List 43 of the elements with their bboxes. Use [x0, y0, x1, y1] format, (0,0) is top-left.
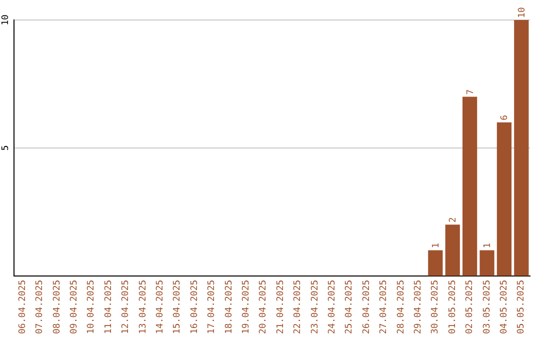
- x-tick-label: 28.04.2025: [396, 280, 406, 334]
- x-tick-label: 14.04.2025: [156, 280, 166, 334]
- x-tick-label: 01.05.2025: [448, 280, 458, 334]
- x-tick-label: 11.04.2025: [104, 280, 114, 334]
- data-label: 1: [483, 242, 493, 248]
- x-tick-label: 06.04.2025: [18, 280, 28, 334]
- y-tick-label: 5: [1, 145, 11, 151]
- data-label: 1: [431, 242, 442, 248]
- data-label: 7: [466, 89, 476, 95]
- x-tick-label: 23.04.2025: [310, 280, 320, 334]
- x-tick-label: 12.04.2025: [121, 280, 132, 334]
- x-tick-label: 10.04.2025: [86, 280, 97, 334]
- x-tick-label: 09.04.2025: [70, 280, 80, 334]
- x-tick-label: 21.04.2025: [276, 280, 286, 334]
- x-tick-label: 17.04.2025: [207, 280, 218, 334]
- x-tick-label: 03.05.2025: [482, 280, 492, 334]
- x-tick-label: 08.04.2025: [52, 280, 62, 334]
- bar: [514, 20, 529, 276]
- data-label: 6: [500, 114, 510, 120]
- x-tick-label: 25.04.2025: [344, 280, 355, 334]
- x-tick-label: 04.05.2025: [500, 280, 510, 334]
- x-tick-label: 30.04.2025: [430, 280, 441, 334]
- bar: [428, 250, 443, 276]
- x-tick-label: 27.04.2025: [379, 280, 390, 334]
- x-tick-label: 22.04.2025: [293, 280, 304, 334]
- x-tick-label: 29.04.2025: [414, 280, 424, 334]
- x-tick-label: 05.05.2025: [516, 280, 527, 334]
- x-tick-label: 20.04.2025: [258, 280, 269, 334]
- x-tick-label: 18.04.2025: [224, 280, 234, 334]
- data-label: 10: [517, 7, 528, 18]
- bar: [480, 250, 494, 276]
- x-tick-label: 26.04.2025: [362, 280, 372, 334]
- x-tick-label: 07.04.2025: [35, 280, 46, 334]
- x-tick-label: 19.04.2025: [242, 280, 252, 334]
- data-label: 2: [448, 217, 459, 223]
- x-tick-label: 13.04.2025: [138, 280, 148, 334]
- bar: [496, 122, 512, 276]
- x-tick-label: 16.04.2025: [190, 280, 200, 334]
- x-tick-label: 15.04.2025: [172, 280, 183, 334]
- x-tick-label: 02.05.2025: [465, 280, 476, 334]
- bar: [462, 96, 478, 276]
- bar: [445, 224, 460, 276]
- x-tick-label: 24.04.2025: [328, 280, 338, 334]
